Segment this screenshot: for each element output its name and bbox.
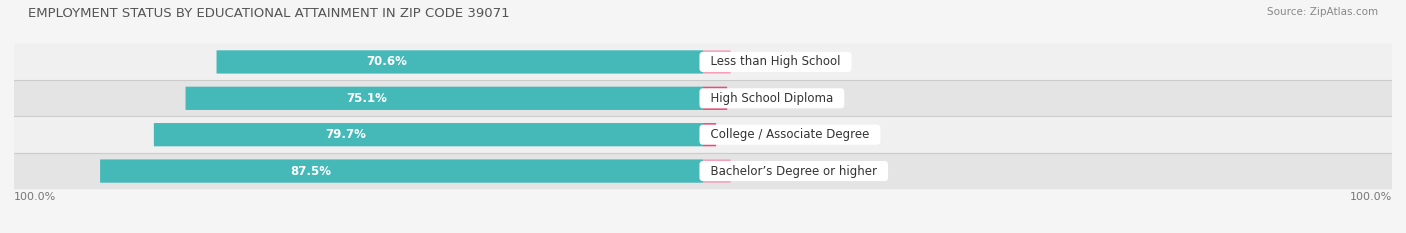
- FancyBboxPatch shape: [100, 159, 703, 183]
- Text: College / Associate Degree: College / Associate Degree: [703, 128, 877, 141]
- FancyBboxPatch shape: [703, 159, 731, 183]
- Text: 79.7%: 79.7%: [326, 128, 367, 141]
- Text: 1.9%: 1.9%: [727, 128, 756, 141]
- Text: 0.0%: 0.0%: [741, 164, 770, 178]
- FancyBboxPatch shape: [703, 87, 727, 110]
- Text: EMPLOYMENT STATUS BY EDUCATIONAL ATTAINMENT IN ZIP CODE 39071: EMPLOYMENT STATUS BY EDUCATIONAL ATTAINM…: [28, 7, 510, 20]
- Text: Less than High School: Less than High School: [703, 55, 848, 69]
- FancyBboxPatch shape: [703, 50, 731, 74]
- Text: 3.5%: 3.5%: [738, 92, 768, 105]
- FancyBboxPatch shape: [14, 80, 1392, 116]
- FancyBboxPatch shape: [153, 123, 703, 146]
- Text: 0.0%: 0.0%: [741, 55, 770, 69]
- FancyBboxPatch shape: [14, 116, 1392, 153]
- Text: Bachelor’s Degree or higher: Bachelor’s Degree or higher: [703, 164, 884, 178]
- FancyBboxPatch shape: [703, 123, 716, 146]
- Text: Source: ZipAtlas.com: Source: ZipAtlas.com: [1267, 7, 1378, 17]
- Text: High School Diploma: High School Diploma: [703, 92, 841, 105]
- FancyBboxPatch shape: [14, 44, 1392, 80]
- FancyBboxPatch shape: [186, 87, 703, 110]
- Text: 100.0%: 100.0%: [1350, 192, 1392, 202]
- Text: 75.1%: 75.1%: [346, 92, 387, 105]
- FancyBboxPatch shape: [217, 50, 703, 74]
- Text: 100.0%: 100.0%: [14, 192, 56, 202]
- FancyBboxPatch shape: [14, 153, 1392, 189]
- Text: 87.5%: 87.5%: [291, 164, 332, 178]
- Text: 70.6%: 70.6%: [367, 55, 408, 69]
